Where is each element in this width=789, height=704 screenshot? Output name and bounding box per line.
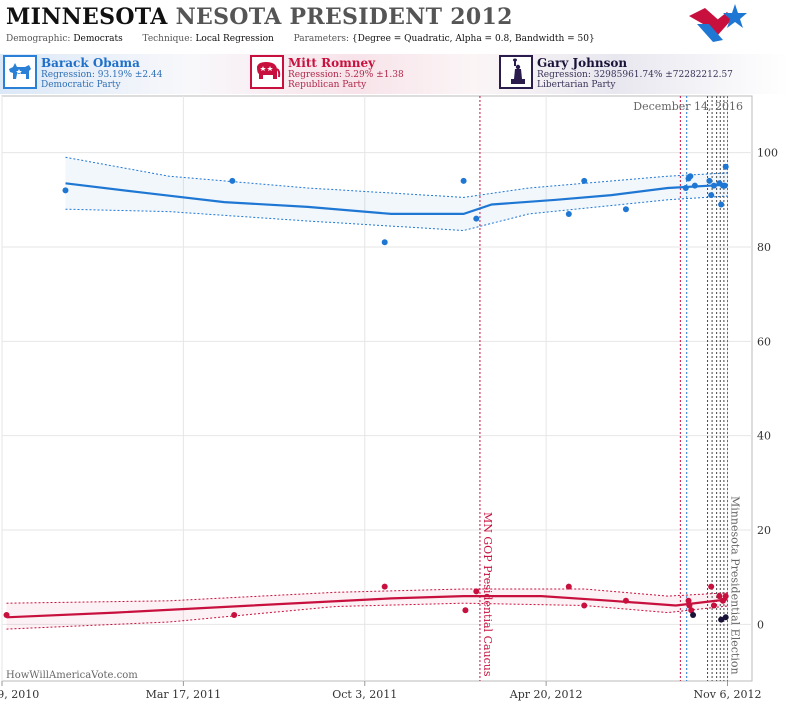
poll-point: [473, 588, 480, 595]
chart-title: MINNESOTA NESOTA PRESIDENT 2012: [6, 4, 513, 30]
x-tick-label: Aug 29, 2010: [0, 688, 39, 701]
poll-point: [687, 173, 694, 180]
statue-of-liberty-icon: [499, 55, 533, 89]
poll-point: [719, 597, 726, 604]
x-tick-label: Nov 6, 2012: [694, 688, 762, 701]
poll-point: [62, 187, 69, 194]
technique-value: Local Regression: [195, 34, 274, 44]
y-tick-label: 0: [757, 618, 764, 631]
candidate-name: Mitt Romney: [288, 56, 376, 70]
legend-item-johnson[interactable]: Gary Johnson Regression: 32985961.74% ±7…: [499, 55, 759, 93]
y-tick-label: 100: [757, 147, 778, 160]
poll-point: [381, 583, 388, 590]
poll-point: [682, 184, 689, 191]
candidate-party: Republican Party: [288, 80, 367, 90]
poll-point: [231, 611, 238, 618]
parameters-label: Parameters:: [293, 34, 350, 44]
poll-point: [708, 192, 715, 199]
candidate-party: Libertarian Party: [537, 80, 616, 90]
poll-point: [622, 206, 629, 213]
poll-point: [565, 583, 572, 590]
poll-point: [710, 602, 717, 609]
poll-point: [581, 177, 588, 184]
legend-item-obama[interactable]: Barack Obama Regression: 93.19% ±2.44 De…: [3, 55, 243, 93]
poll-point: [690, 611, 697, 618]
poll-point: [722, 593, 729, 600]
candidate-name: Barack Obama: [41, 56, 140, 70]
poll-point: [722, 163, 729, 170]
y-tick-label: 20: [757, 524, 771, 537]
poll-point: [622, 597, 629, 604]
donkey-icon: [3, 55, 37, 89]
elephant-icon: [250, 55, 284, 89]
poll-point: [691, 182, 698, 189]
trend-line: [6, 595, 728, 619]
poll-point: [706, 177, 713, 184]
demographic-value: Democrats: [73, 34, 123, 44]
parameters-line: Demographic: Democrats Technique: Local …: [6, 34, 595, 44]
legend-bar: [0, 54, 789, 94]
poll-point: [381, 239, 388, 246]
x-tick-label: Apr 20, 2012: [509, 688, 583, 701]
event-label: Minnesota Presidential Election: [729, 496, 742, 675]
y-tick-label: 40: [757, 430, 771, 443]
poll-chart: MN GOP Presidential Caucus Minnesota Pres…: [0, 95, 778, 701]
poll-point: [716, 593, 723, 600]
y-tick-label: 80: [757, 241, 771, 254]
parameters-value: {Degree = Quadratic, Alpha = 0.8, Bandwi…: [351, 34, 595, 44]
watermark: HowWillAmericaVote.com: [6, 670, 138, 681]
title-state: MINNESOTA: [6, 4, 168, 30]
poll-point: [722, 614, 729, 621]
band-upper-line: [6, 588, 728, 604]
poll-point: [718, 616, 725, 623]
poll-point: [718, 201, 725, 208]
candidate-regression: Regression: 32985961.74% ±72282212.57: [537, 70, 733, 80]
candidate-regression: Regression: 5.29% ±1.38: [288, 70, 404, 80]
poll-point: [460, 177, 467, 184]
date-label: December 14, 2016: [633, 100, 743, 113]
confidence-band: [6, 589, 728, 630]
poll-point: [685, 597, 692, 604]
poll-point: [688, 607, 695, 614]
poll-point: [721, 182, 728, 189]
trend-line: [65, 182, 728, 215]
poll-point: [581, 602, 588, 609]
poll-point: [3, 611, 10, 618]
poll-point: [473, 215, 480, 222]
candidate-name: Gary Johnson: [537, 56, 628, 70]
technique-label: Technique:: [142, 34, 193, 44]
event-label: MN GOP Presidential Caucus: [481, 512, 494, 677]
x-tick-label: Oct 3, 2011: [332, 688, 397, 701]
y-tick-label: 60: [757, 335, 771, 348]
x-tick-label: Mar 17, 2011: [146, 688, 222, 701]
candidate-regression: Regression: 93.19% ±2.44: [41, 70, 163, 80]
band-upper-line: [65, 156, 728, 198]
confidence-band: [65, 157, 728, 231]
poll-point: [565, 210, 572, 217]
poll-point: [229, 177, 236, 184]
poll-point: [710, 182, 717, 189]
legend-item-romney[interactable]: Mitt Romney Regression: 5.29% ±1.38 Repu…: [250, 55, 490, 93]
site-logo-icon[interactable]: [687, 2, 749, 50]
poll-point: [686, 602, 693, 609]
title-race: NESOTA PRESIDENT 2012: [175, 4, 513, 30]
band-lower-line: [65, 195, 728, 232]
poll-point: [462, 607, 469, 614]
poll-point: [708, 583, 715, 590]
candidate-party: Democratic Party: [41, 80, 121, 90]
demographic-label: Demographic:: [6, 34, 71, 44]
